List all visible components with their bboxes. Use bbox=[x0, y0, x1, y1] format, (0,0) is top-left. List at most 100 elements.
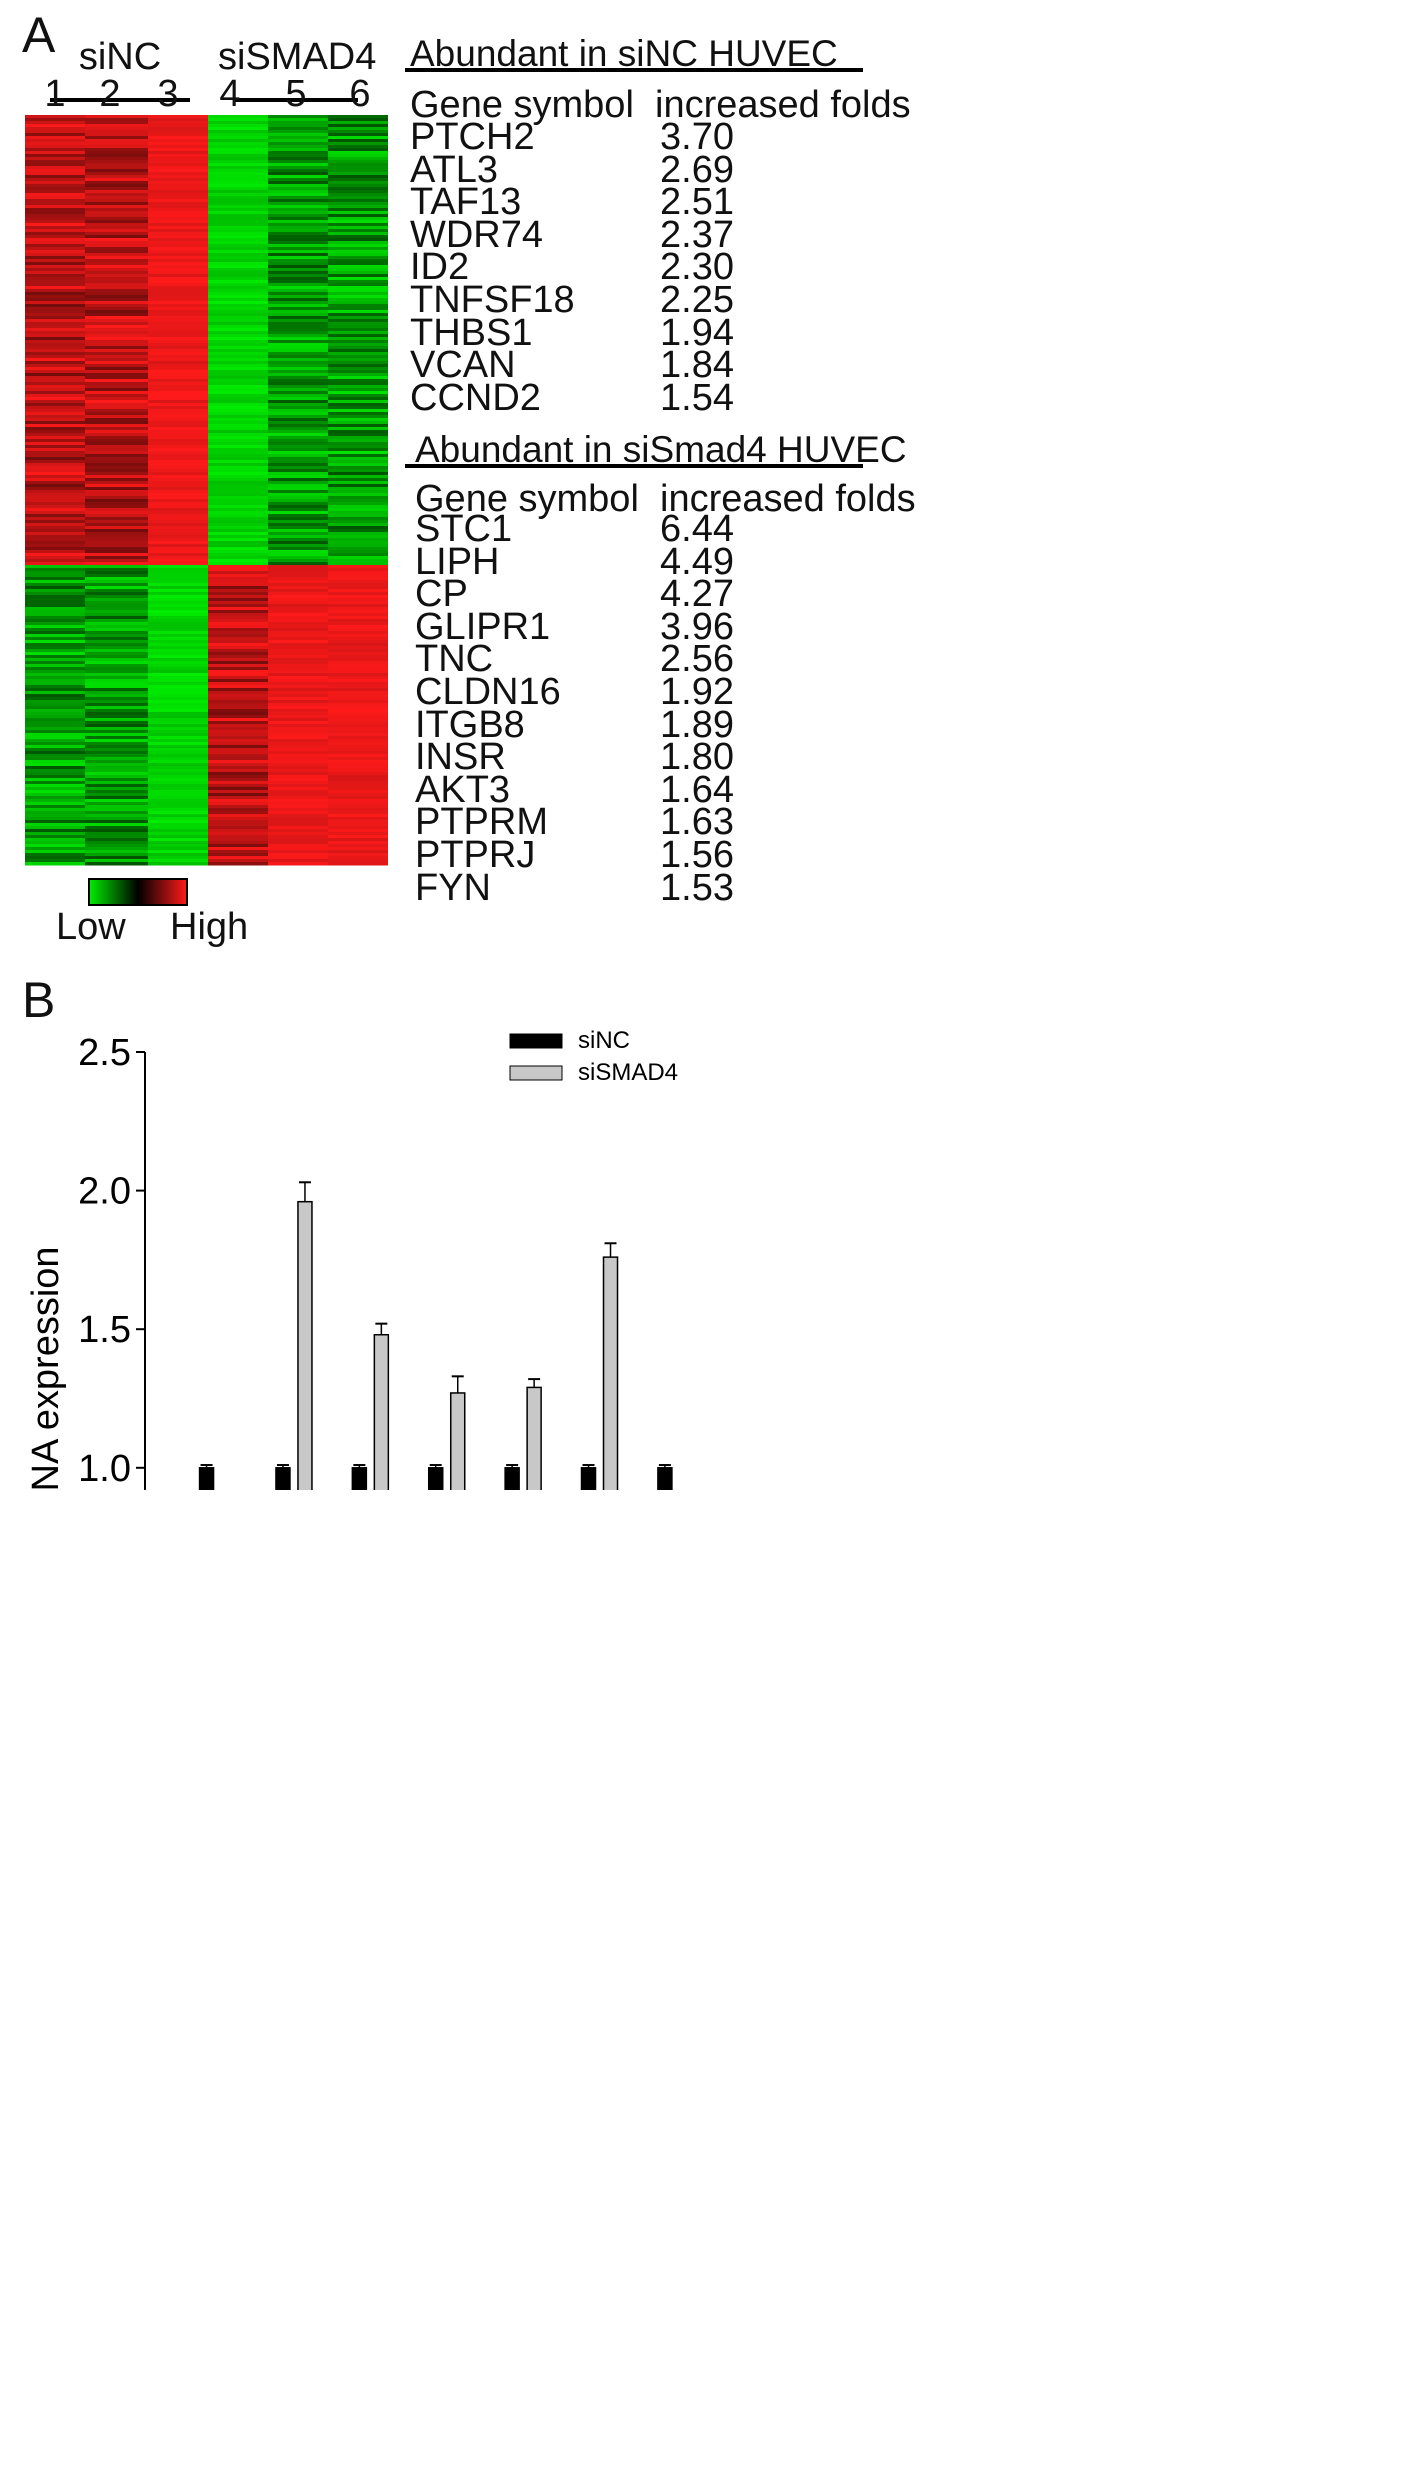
heatmap-cell bbox=[268, 202, 328, 206]
heatmap-cell bbox=[148, 766, 208, 770]
heatmap-cell bbox=[148, 373, 208, 377]
heatmap-cell bbox=[268, 298, 328, 302]
heatmap-cell bbox=[148, 385, 208, 389]
heatmap-cell bbox=[25, 826, 85, 830]
heatmap-cell bbox=[148, 235, 208, 239]
heatmap-cell bbox=[328, 442, 388, 446]
heatmap-cell bbox=[25, 271, 85, 275]
lane-label-3: 3 bbox=[157, 73, 179, 115]
table-sismad4-fold-cell: 4.49 bbox=[660, 540, 734, 583]
heatmap-cell bbox=[25, 289, 85, 293]
heatmap-cell bbox=[25, 745, 85, 749]
heatmap-cell bbox=[85, 316, 148, 320]
heatmap-cell bbox=[208, 418, 268, 422]
table-sinc-col-gene: Gene symbol bbox=[410, 84, 634, 126]
heatmap-cell bbox=[328, 676, 388, 680]
heatmap-cell bbox=[268, 289, 328, 293]
heatmap-cell bbox=[268, 550, 328, 554]
heatmap-cell bbox=[268, 316, 328, 320]
heatmap-cell bbox=[268, 670, 328, 674]
heatmap-cell bbox=[148, 559, 208, 563]
heatmap-cell bbox=[148, 232, 208, 236]
heatmap-cell bbox=[268, 409, 328, 413]
heatmap-cell bbox=[268, 826, 328, 830]
table-sinc-fold-cell: 2.25 bbox=[660, 279, 734, 321]
heatmap-cell bbox=[208, 766, 268, 770]
heatmap-cell bbox=[328, 715, 388, 719]
table-sismad4-gene-cell: PTPRJ bbox=[415, 834, 536, 876]
heatmap-cell bbox=[268, 724, 328, 728]
heatmap-cell bbox=[148, 628, 208, 632]
heatmap-cell bbox=[208, 736, 268, 740]
heatmap-cell bbox=[25, 733, 85, 737]
heatmap-cell bbox=[85, 685, 148, 689]
heatmap-cell bbox=[208, 661, 268, 665]
heatmap-cell bbox=[148, 583, 208, 587]
heatmap-cell bbox=[25, 139, 85, 143]
heatmap-cell bbox=[208, 556, 268, 560]
heatmap-cell bbox=[85, 511, 148, 515]
heatmap-cell bbox=[328, 412, 388, 416]
heatmap-cell bbox=[148, 466, 208, 470]
heatmap-cell bbox=[148, 244, 208, 248]
heatmap-cell bbox=[208, 403, 268, 407]
heatmap-cell bbox=[148, 829, 208, 833]
heatmap-cell bbox=[85, 493, 148, 497]
heatmap-cell bbox=[25, 679, 85, 683]
table-sinc-gene-cell: TAF13 bbox=[410, 181, 522, 224]
heatmap-cell bbox=[25, 274, 85, 278]
heatmap-cell bbox=[85, 193, 148, 197]
heatmap-cell bbox=[85, 643, 148, 647]
heatmap-cell bbox=[85, 481, 148, 485]
heatmap-cell bbox=[25, 163, 85, 167]
heatmap-cell bbox=[25, 160, 85, 164]
heatmap-cell bbox=[25, 187, 85, 191]
heatmap-cell bbox=[25, 235, 85, 239]
heatmap-cell bbox=[268, 811, 328, 815]
heatmap-cell bbox=[85, 178, 148, 182]
heatmap-cell bbox=[208, 127, 268, 131]
heatmap-cell bbox=[85, 262, 148, 266]
heatmap-cell bbox=[268, 496, 328, 500]
heatmap-cell bbox=[25, 694, 85, 698]
heatmap-cell bbox=[208, 313, 268, 317]
heatmap-cell bbox=[328, 757, 388, 761]
heatmap-cell bbox=[268, 682, 328, 686]
heatmap-cell bbox=[148, 541, 208, 545]
heatmap-cell bbox=[208, 124, 268, 128]
heatmap-cell bbox=[268, 376, 328, 380]
heatmap-cell bbox=[85, 673, 148, 677]
heatmap-cell bbox=[268, 307, 328, 311]
heatmap-cell bbox=[148, 739, 208, 743]
heatmap-cell bbox=[25, 568, 85, 572]
heatmap-cell bbox=[25, 322, 85, 326]
heatmap-cell bbox=[328, 214, 388, 218]
table-sismad4-fold-cell: 1.92 bbox=[660, 671, 734, 713]
heatmap-cell bbox=[268, 193, 328, 197]
heatmap-cell bbox=[148, 754, 208, 758]
table-sismad4-fold-cell: 1.53 bbox=[660, 866, 734, 909]
heatmap-cell bbox=[85, 181, 148, 185]
heatmap-cell bbox=[208, 247, 268, 251]
heatmap-cell bbox=[148, 118, 208, 122]
heatmap-cell bbox=[208, 325, 268, 329]
heatmap-cell bbox=[328, 631, 388, 635]
heatmap-cell bbox=[268, 403, 328, 407]
heatmap-cell bbox=[148, 406, 208, 410]
heatmap-cell bbox=[25, 676, 85, 680]
heatmap-cell bbox=[148, 208, 208, 212]
heatmap-cell bbox=[328, 385, 388, 389]
heatmap-cell bbox=[148, 523, 208, 527]
heatmap-cell bbox=[148, 193, 208, 197]
heatmap-cell bbox=[268, 277, 328, 281]
heatmap-cell bbox=[85, 745, 148, 749]
heatmap-cell bbox=[208, 763, 268, 767]
heatmap-cell bbox=[268, 802, 328, 806]
heatmap-cell bbox=[328, 175, 388, 179]
heatmap-cell bbox=[148, 490, 208, 494]
heatmap-cell bbox=[268, 253, 328, 257]
heatmap-cell bbox=[268, 505, 328, 509]
heatmap-cell bbox=[268, 157, 328, 161]
heatmap-cell bbox=[25, 649, 85, 653]
heatmap-cell bbox=[208, 778, 268, 782]
